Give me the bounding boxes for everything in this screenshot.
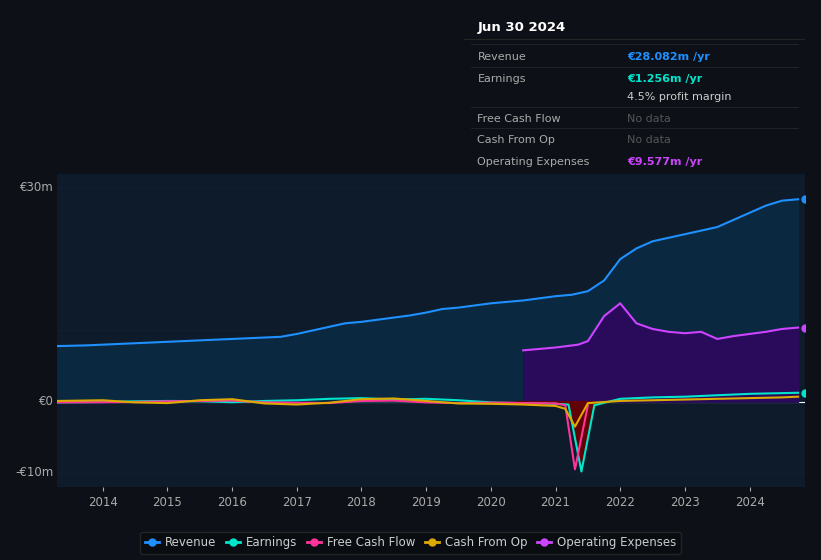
Text: 4.5% profit margin: 4.5% profit margin [627, 92, 732, 102]
Text: No data: No data [627, 114, 672, 124]
Text: €0: €0 [39, 395, 53, 408]
Text: Free Cash Flow: Free Cash Flow [478, 114, 561, 124]
Text: Cash From Op: Cash From Op [478, 135, 555, 145]
Legend: Revenue, Earnings, Free Cash Flow, Cash From Op, Operating Expenses: Revenue, Earnings, Free Cash Flow, Cash … [140, 531, 681, 554]
Text: Revenue: Revenue [478, 53, 526, 63]
Text: Jun 30 2024: Jun 30 2024 [478, 21, 566, 34]
Text: -€10m: -€10m [16, 466, 53, 479]
Text: €28.082m /yr: €28.082m /yr [627, 53, 710, 63]
Text: No data: No data [627, 135, 672, 145]
Text: €1.256m /yr: €1.256m /yr [627, 74, 703, 84]
Text: Earnings: Earnings [478, 74, 526, 84]
Text: €9.577m /yr: €9.577m /yr [627, 157, 703, 166]
Text: Operating Expenses: Operating Expenses [478, 157, 589, 166]
Text: €30m: €30m [20, 181, 53, 194]
